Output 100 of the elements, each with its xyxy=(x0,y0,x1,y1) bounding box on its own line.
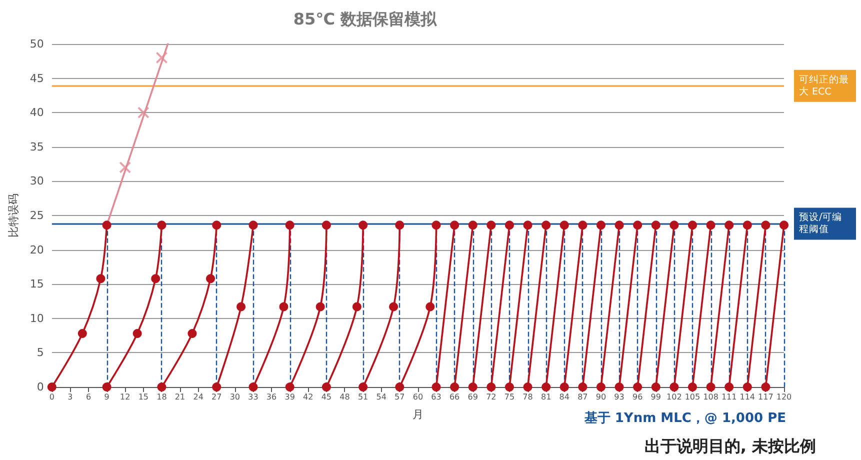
x-tick-label: 69 xyxy=(468,392,478,402)
x-tick-label: 87 xyxy=(578,392,588,402)
point xyxy=(102,382,112,392)
point xyxy=(188,328,197,338)
point xyxy=(248,220,258,230)
point xyxy=(212,220,222,230)
point xyxy=(542,382,551,392)
x-tick-label: 30 xyxy=(230,392,240,402)
x-tick-label: 6 xyxy=(86,392,92,402)
point xyxy=(560,220,569,230)
point xyxy=(395,382,404,392)
point xyxy=(96,274,106,284)
point xyxy=(432,220,441,230)
x-tick-label: 99 xyxy=(650,392,661,402)
point xyxy=(596,220,606,230)
point xyxy=(468,382,478,392)
y-tick-label: 30 xyxy=(30,174,44,188)
point xyxy=(706,382,716,392)
point xyxy=(578,382,588,392)
y-tick-label: 15 xyxy=(30,278,44,291)
point xyxy=(670,382,679,392)
point xyxy=(633,220,642,230)
point xyxy=(742,382,752,392)
point xyxy=(352,302,362,312)
point xyxy=(358,382,368,392)
x-tick-label: 27 xyxy=(212,392,222,402)
x-tick-label: 36 xyxy=(266,392,277,402)
point xyxy=(285,220,294,230)
text: 基于 1Ynm MLC，@ 1,000 PE xyxy=(583,411,786,426)
point xyxy=(426,302,435,312)
point xyxy=(486,220,496,230)
x-tick-label: 114 xyxy=(740,392,756,402)
point xyxy=(156,52,168,64)
x-tick-label: 84 xyxy=(559,392,570,402)
x-tick-label: 42 xyxy=(303,392,314,402)
x-tick-label: 18 xyxy=(156,392,167,402)
point xyxy=(322,220,331,230)
point xyxy=(102,220,112,230)
point xyxy=(279,302,288,312)
y-axis-title: 比特误码 xyxy=(7,194,20,238)
x-tick-label: 78 xyxy=(522,392,533,402)
point xyxy=(322,382,331,392)
x-tick-label: 12 xyxy=(120,392,130,402)
point xyxy=(651,382,660,392)
point xyxy=(151,274,160,284)
point xyxy=(486,382,496,392)
x-tick-label: 48 xyxy=(340,392,350,402)
point xyxy=(137,106,150,119)
point xyxy=(236,302,246,312)
point xyxy=(468,220,478,230)
point xyxy=(358,220,368,230)
y-tick-label: 45 xyxy=(30,72,44,85)
x-tick-label: 24 xyxy=(193,392,204,402)
point xyxy=(724,220,734,230)
point xyxy=(706,220,716,230)
point xyxy=(132,328,142,338)
x-tick-label: 21 xyxy=(174,392,186,402)
chart-title: 85℃ 数据保留模拟 xyxy=(293,10,438,28)
x-tick-label: 117 xyxy=(758,392,774,402)
point xyxy=(248,382,258,392)
point xyxy=(724,382,734,392)
y-tick-label: 35 xyxy=(30,140,44,154)
x-tick-label: 93 xyxy=(614,392,624,402)
point xyxy=(688,382,697,392)
x-tick-label: 75 xyxy=(504,392,515,402)
point xyxy=(633,382,642,392)
point xyxy=(285,382,294,392)
x-tick-label: 54 xyxy=(376,392,386,402)
point xyxy=(742,220,752,230)
point xyxy=(688,220,697,230)
x-tick-label: 90 xyxy=(596,392,606,402)
point xyxy=(206,274,216,284)
point xyxy=(432,382,441,392)
x-tick-label: 9 xyxy=(104,392,110,402)
x-tick-label: 111 xyxy=(721,392,737,402)
point xyxy=(523,220,532,230)
x-tick-label: 39 xyxy=(284,392,295,402)
point xyxy=(560,382,569,392)
x-tick-label: 3 xyxy=(68,392,73,402)
y-tick-label: 0 xyxy=(36,380,44,394)
x-tick-label: 108 xyxy=(703,392,718,402)
y-tick-label: 20 xyxy=(30,243,44,256)
x-tick-label: 60 xyxy=(412,392,424,402)
x-tick-label: 45 xyxy=(321,392,332,402)
point xyxy=(316,302,325,312)
x-tick-label: 102 xyxy=(666,392,682,402)
point xyxy=(504,220,514,230)
point xyxy=(389,302,398,312)
x-tick-label: 66 xyxy=(449,392,460,402)
y-tick-label: 50 xyxy=(30,38,44,50)
point xyxy=(450,220,460,230)
x-tick-label: 57 xyxy=(394,392,405,402)
point xyxy=(614,220,624,230)
x-tick-label: 81 xyxy=(540,392,552,402)
y-tick-label: 10 xyxy=(30,312,44,325)
x-tick-label: 72 xyxy=(486,392,496,402)
point xyxy=(78,328,87,338)
point xyxy=(596,382,606,392)
x-tick-label: 15 xyxy=(138,392,149,402)
point xyxy=(523,382,532,392)
